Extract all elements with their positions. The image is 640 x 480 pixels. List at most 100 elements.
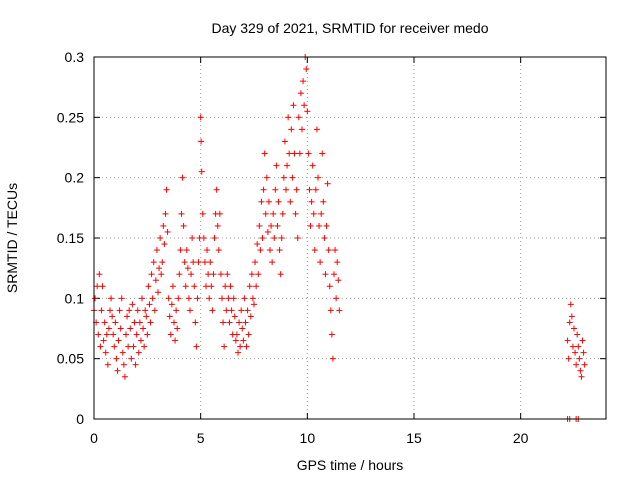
data-point bbox=[198, 168, 205, 175]
data-point bbox=[166, 313, 173, 320]
data-point bbox=[179, 174, 186, 181]
data-point bbox=[267, 247, 273, 254]
data-point bbox=[94, 283, 101, 290]
data-point bbox=[99, 283, 106, 290]
data-point bbox=[161, 241, 168, 248]
data-point bbox=[224, 271, 231, 278]
data-point bbox=[198, 138, 205, 145]
data-point bbox=[182, 283, 189, 290]
data-point bbox=[256, 222, 263, 229]
data-point bbox=[131, 319, 138, 326]
data-point bbox=[147, 319, 154, 326]
data-point bbox=[126, 307, 133, 314]
data-point bbox=[140, 325, 147, 332]
data-point bbox=[264, 228, 271, 235]
data-point bbox=[222, 283, 229, 290]
data-point bbox=[176, 271, 183, 278]
grid bbox=[94, 57, 606, 419]
data-point bbox=[242, 319, 249, 326]
data-point bbox=[271, 235, 278, 241]
data-point bbox=[152, 277, 159, 284]
data-point bbox=[288, 126, 295, 133]
data-point bbox=[317, 259, 324, 266]
data-point bbox=[137, 337, 144, 344]
data-point bbox=[280, 174, 287, 181]
data-point bbox=[305, 150, 312, 157]
data-point bbox=[144, 331, 151, 338]
data-point bbox=[238, 307, 245, 314]
data-point bbox=[208, 283, 215, 290]
data-point bbox=[188, 271, 195, 278]
data-point bbox=[192, 319, 199, 326]
x-tick-label: 0 bbox=[90, 430, 98, 446]
data-point bbox=[336, 307, 343, 314]
data-point bbox=[185, 295, 192, 302]
data-point bbox=[216, 210, 223, 217]
data-point bbox=[125, 343, 132, 350]
data-point bbox=[225, 295, 232, 302]
data-point bbox=[236, 319, 243, 326]
data-point bbox=[111, 343, 118, 350]
data-point bbox=[220, 319, 227, 326]
data-point bbox=[299, 126, 305, 133]
data-point bbox=[123, 331, 129, 338]
data-point bbox=[261, 150, 268, 157]
data-point bbox=[97, 343, 104, 350]
data-point bbox=[254, 241, 261, 248]
data-point bbox=[296, 150, 303, 157]
data-point bbox=[127, 325, 134, 332]
data-point bbox=[300, 78, 307, 85]
data-point bbox=[217, 271, 224, 278]
data-point bbox=[249, 295, 256, 302]
data-point bbox=[183, 247, 190, 254]
data-point bbox=[100, 337, 107, 344]
data-point bbox=[322, 271, 329, 278]
data-point bbox=[119, 349, 126, 356]
data-point bbox=[262, 210, 269, 217]
data-point bbox=[221, 343, 228, 350]
data-point bbox=[169, 283, 176, 290]
data-point bbox=[214, 222, 221, 229]
data-point bbox=[258, 198, 265, 205]
y-tick-label: 0.15 bbox=[57, 230, 84, 246]
data-point bbox=[226, 319, 233, 326]
data-point bbox=[281, 138, 288, 145]
data-point bbox=[105, 325, 112, 332]
data-point bbox=[571, 325, 577, 332]
data-point bbox=[246, 283, 253, 290]
data-point bbox=[278, 235, 285, 241]
data-point bbox=[241, 295, 248, 302]
data-point bbox=[215, 247, 222, 254]
data-point bbox=[310, 210, 317, 217]
data-point bbox=[309, 162, 316, 169]
data-point bbox=[243, 343, 250, 350]
data-point bbox=[275, 198, 282, 205]
data-point bbox=[134, 307, 141, 314]
data-point bbox=[574, 331, 581, 338]
data-point bbox=[172, 337, 179, 344]
data-point bbox=[180, 222, 187, 229]
data-point bbox=[232, 337, 239, 344]
x-tick-label: 15 bbox=[406, 430, 422, 446]
data-point bbox=[195, 259, 202, 266]
data-point bbox=[136, 319, 143, 326]
data-point bbox=[315, 174, 321, 181]
data-point bbox=[566, 319, 573, 326]
data-point bbox=[319, 150, 326, 157]
data-point bbox=[118, 295, 125, 302]
data-point bbox=[568, 313, 575, 320]
data-point bbox=[145, 283, 152, 290]
data-point bbox=[191, 283, 198, 290]
data-point bbox=[565, 355, 572, 362]
y-tick-label: 0.1 bbox=[65, 290, 85, 306]
x-tick-label: 10 bbox=[300, 430, 316, 446]
data-point bbox=[575, 343, 582, 350]
data-point bbox=[165, 295, 172, 302]
data-point bbox=[324, 180, 331, 187]
data-point bbox=[567, 301, 574, 308]
data-point bbox=[327, 307, 334, 314]
data-point bbox=[252, 259, 259, 266]
data-point bbox=[163, 186, 170, 193]
data-point bbox=[219, 295, 225, 302]
data-point bbox=[193, 343, 200, 350]
